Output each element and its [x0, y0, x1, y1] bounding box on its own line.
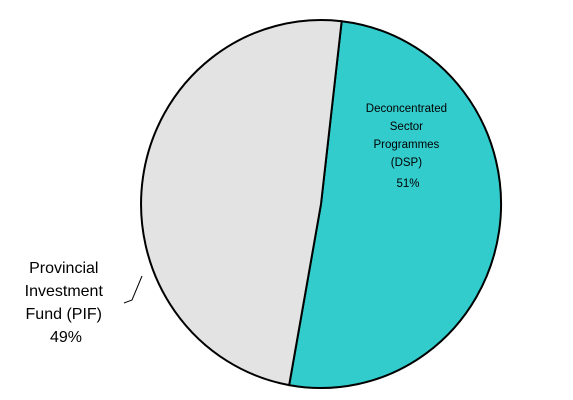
- dsp-slice: [288, 20, 503, 390]
- pif-leader-line: [123, 275, 143, 304]
- pif-slice: [140, 19, 343, 387]
- pif-label-line: Investment: [25, 283, 104, 300]
- dsp-slice-label: Deconcentrated Sector Programmes (DSP) 5…: [366, 103, 450, 190]
- pif-label-line: Provincial: [29, 260, 98, 277]
- dsp-label-line: (DSP): [391, 157, 422, 169]
- dsp-label-line: Deconcentrated: [366, 103, 447, 115]
- pif-label-line: Fund (PIF): [26, 306, 102, 323]
- pif-slice-label: Provincial Investment Fund (PIF) 49%: [25, 260, 108, 346]
- dsp-value-label: 51%: [396, 178, 419, 190]
- dsp-label-line: Sector: [390, 121, 423, 133]
- dsp-label-line: Programmes: [373, 139, 439, 151]
- pif-value-label: 49%: [50, 329, 82, 346]
- pie-slices: [140, 19, 503, 390]
